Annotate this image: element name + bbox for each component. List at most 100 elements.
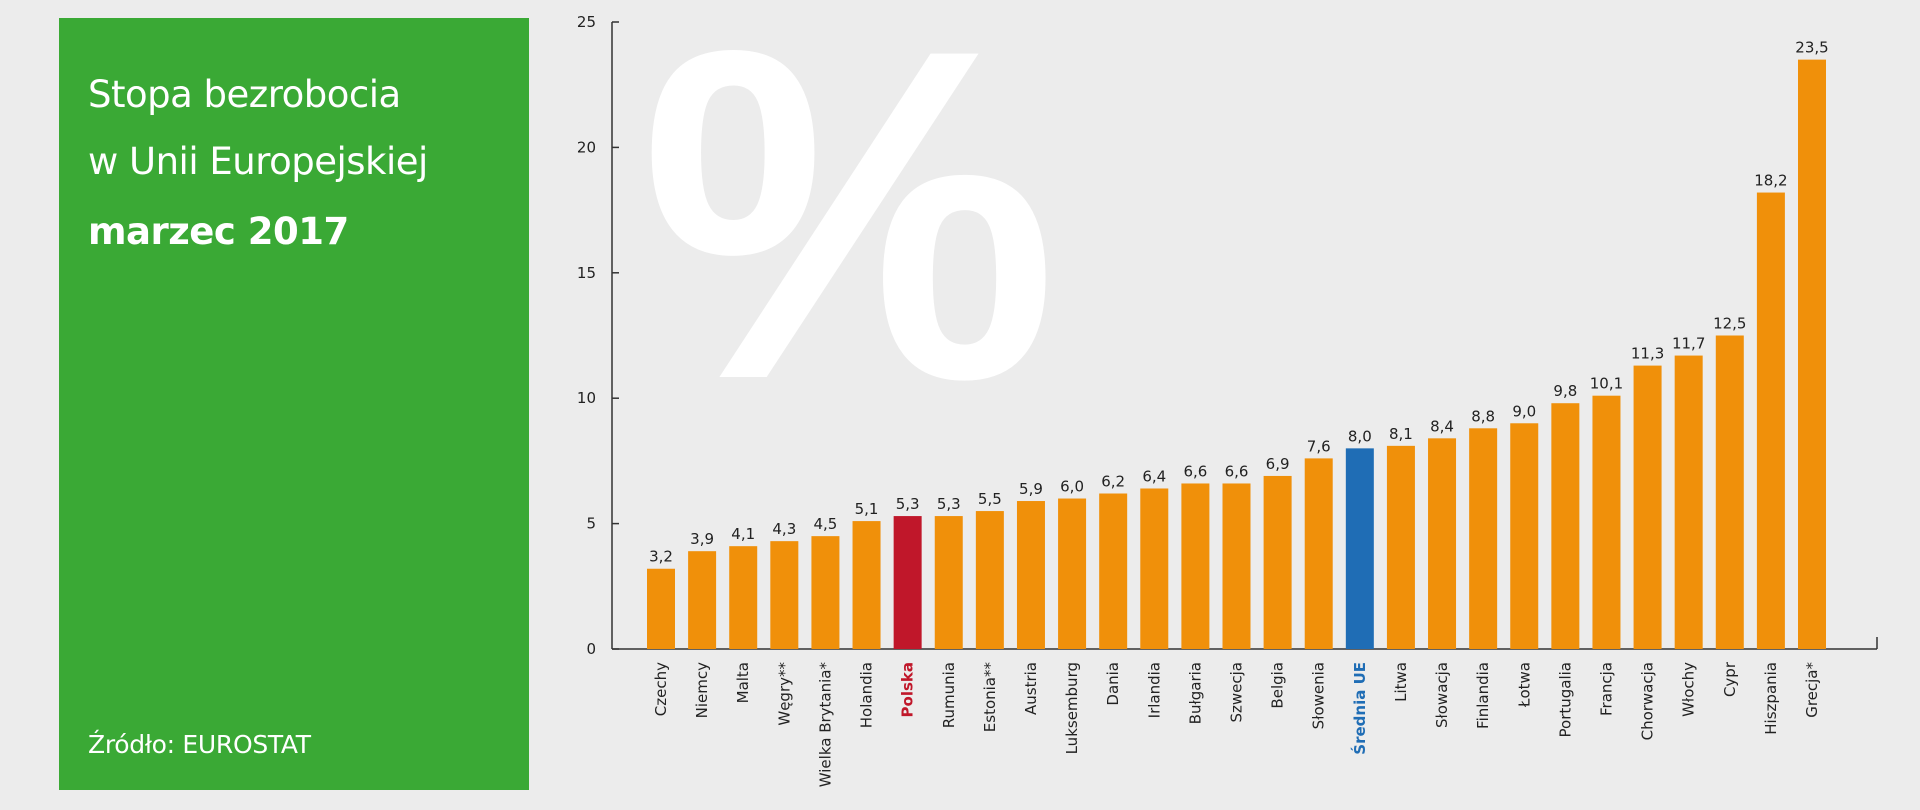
y-tick-label: 20 (577, 138, 596, 156)
value-label: 23,5 (1795, 39, 1828, 57)
value-label: 4,1 (731, 525, 755, 543)
category-label: Słowacja (1433, 662, 1451, 728)
bar-rumunia (934, 516, 963, 649)
bar-słowenia (1304, 458, 1333, 649)
value-label: 8,4 (1430, 417, 1454, 435)
value-label: 3,9 (690, 530, 714, 548)
category-label: Czechy (652, 662, 670, 716)
bar-słowacja (1428, 438, 1457, 649)
category-label: Węgry** (775, 662, 793, 726)
category-label: Polska (899, 662, 917, 717)
category-label: Luksemburg (1063, 662, 1081, 754)
category-label: Litwa (1392, 662, 1410, 702)
value-label: 6,0 (1060, 478, 1084, 496)
bar-węgry- (770, 541, 799, 649)
y-tick-label: 15 (577, 264, 596, 282)
value-label: 5,9 (1019, 480, 1043, 498)
category-label: Portugalia (1556, 662, 1574, 737)
bar-portugalia (1551, 403, 1580, 649)
bar-litwa (1386, 445, 1415, 649)
value-label: 4,5 (813, 515, 837, 533)
value-label: 8,8 (1471, 407, 1495, 425)
bar-włochy (1674, 355, 1703, 649)
category-label: Estonia** (981, 662, 999, 733)
value-label: 6,4 (1142, 467, 1166, 485)
title-panel: Stopa bezrobocia w Unii Europejskiej mar… (59, 18, 529, 790)
bar-luksemburg (1058, 498, 1087, 649)
value-label: 5,5 (978, 490, 1002, 508)
bar-malta (729, 546, 758, 649)
category-label: Irlandia (1145, 662, 1163, 718)
value-label: 7,6 (1307, 437, 1331, 455)
bar-niemcy (688, 551, 717, 649)
value-label: 12,5 (1713, 315, 1746, 333)
value-label: 6,6 (1183, 462, 1207, 480)
value-label: 11,3 (1631, 345, 1664, 363)
bar-belgia (1263, 475, 1292, 649)
value-label: 5,1 (855, 500, 879, 518)
category-label: Szwecja (1228, 662, 1246, 723)
bar-średnia-ue (1345, 448, 1374, 649)
value-label: 11,7 (1672, 335, 1705, 353)
y-tick-label: 25 (577, 13, 596, 31)
bar-finlandia (1469, 428, 1498, 649)
value-label: 3,2 (649, 548, 673, 566)
source-note: Źródło: EUROSTAT (88, 730, 311, 759)
bar-cypr (1715, 335, 1744, 649)
category-label: Malta (734, 662, 752, 703)
category-label: Rumunia (940, 662, 958, 728)
value-label: 8,0 (1348, 427, 1372, 445)
value-label: 4,3 (772, 520, 796, 538)
value-label: 9,8 (1553, 382, 1577, 400)
y-tick-label: 5 (586, 515, 596, 533)
chart-title-line1: Stopa bezrobocia (88, 73, 401, 116)
category-label: Łotwa (1515, 662, 1533, 708)
bar-irlandia (1140, 488, 1169, 649)
bar-szwecja (1222, 483, 1251, 649)
value-label: 6,6 (1225, 462, 1249, 480)
category-label: Hiszpania (1762, 662, 1780, 735)
bar-grecja- (1798, 59, 1826, 650)
bar-dania (1099, 493, 1128, 649)
y-tick-label: 0 (586, 640, 596, 658)
value-label: 5,3 (896, 495, 920, 513)
category-label: Dania (1104, 662, 1122, 706)
category-label: Austria (1022, 662, 1040, 715)
chart-title-line2: w Unii Europejskiej (88, 140, 428, 183)
chart-period: marzec 2017 (88, 210, 349, 253)
value-label: 6,9 (1266, 455, 1290, 473)
value-label: 18,2 (1754, 172, 1787, 190)
category-label: Cypr (1721, 661, 1739, 697)
bar-estonia- (975, 511, 1004, 649)
category-label: Wielka Brytania* (816, 662, 834, 788)
category-label: Średnia UE (1350, 662, 1369, 755)
bar-wielka-brytania- (811, 536, 840, 649)
category-label: Bułgaria (1186, 662, 1204, 724)
category-label: Włochy (1680, 662, 1698, 717)
category-label: Holandia (858, 662, 876, 728)
y-tick-label: 10 (577, 389, 596, 407)
bar-chorwacja (1633, 365, 1662, 649)
category-label: Słowenia (1310, 662, 1328, 729)
value-label: 5,3 (937, 495, 961, 513)
bar-polska (893, 516, 922, 649)
percent-watermark-icon: % (640, 0, 1058, 477)
value-label: 8,1 (1389, 425, 1413, 443)
value-label: 9,0 (1512, 402, 1536, 420)
bar-łotwa (1510, 423, 1539, 649)
category-label: Grecja* (1803, 662, 1821, 718)
category-label: Belgia (1269, 662, 1287, 709)
category-label: Finlandia (1474, 662, 1492, 729)
value-label: 10,1 (1590, 375, 1623, 393)
bar-austria (1016, 501, 1045, 649)
category-label: Niemcy (693, 662, 711, 718)
category-label: Francja (1597, 662, 1615, 716)
bar-czechy (647, 568, 675, 649)
bar-hiszpania (1756, 192, 1785, 649)
bar-francja (1592, 395, 1621, 649)
value-label: 6,2 (1101, 473, 1125, 491)
bar-holandia (852, 521, 881, 649)
bar-bułgaria (1181, 483, 1210, 649)
category-label: Chorwacja (1639, 662, 1657, 740)
